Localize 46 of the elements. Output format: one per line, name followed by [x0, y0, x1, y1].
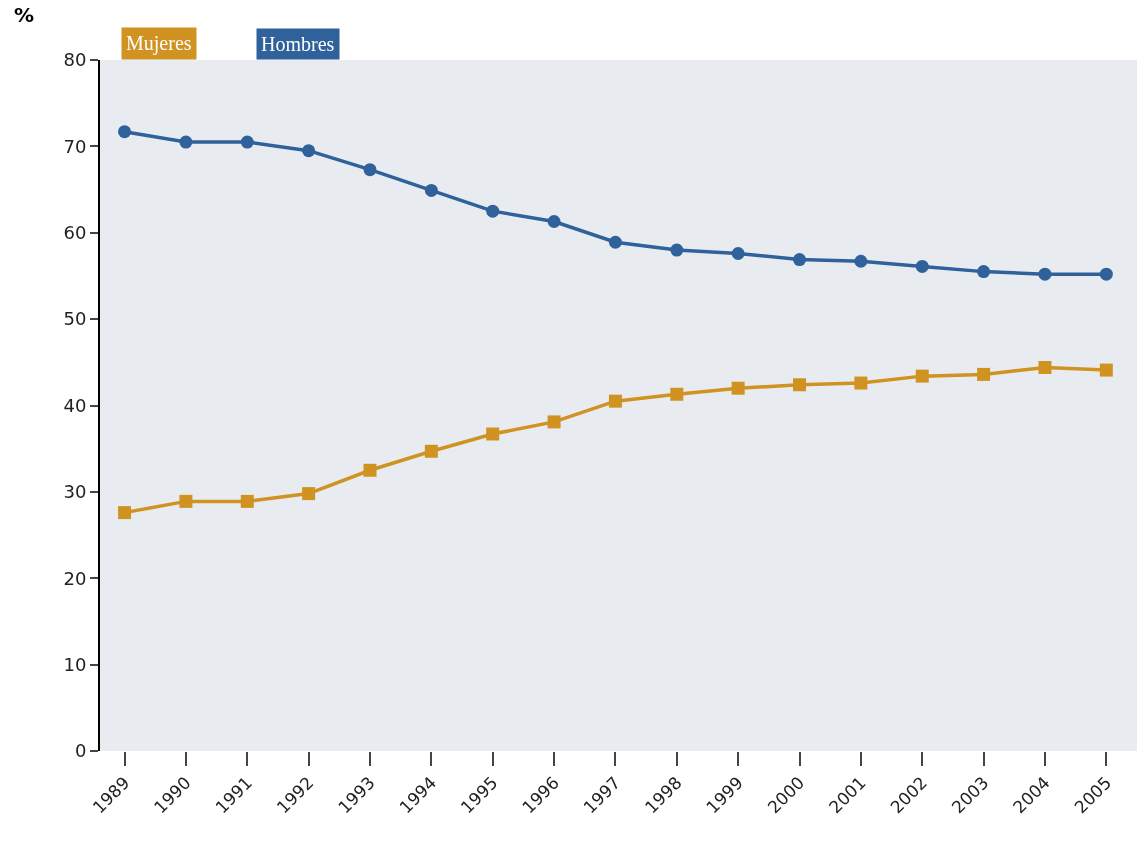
y-tick-label: 20: [63, 567, 87, 589]
y-axis-title: %: [14, 3, 35, 27]
point: [1099, 267, 1113, 281]
point: [424, 183, 438, 197]
point: [118, 125, 132, 139]
point: [731, 381, 745, 395]
point: [486, 204, 500, 218]
point: [547, 215, 561, 229]
point: [608, 235, 622, 249]
point: [854, 254, 868, 268]
point: [793, 253, 807, 267]
point: [977, 265, 991, 279]
point: [915, 259, 929, 273]
point: [731, 246, 745, 260]
point: [977, 367, 991, 381]
y-tick-label: 80: [63, 49, 87, 71]
text: Hombres: [261, 33, 335, 55]
y-tick-label: 30: [63, 481, 87, 503]
point: [424, 444, 438, 458]
point: [363, 163, 377, 177]
y-tick-label: 10: [63, 653, 87, 675]
y-tick-label: 70: [63, 135, 87, 157]
point: [793, 378, 807, 392]
y-tick-label: 40: [63, 394, 87, 416]
point: [486, 427, 500, 441]
point: [240, 135, 254, 149]
point: [302, 487, 316, 501]
point: [179, 494, 193, 508]
point: [915, 369, 929, 383]
point: [854, 376, 868, 390]
point: [1099, 363, 1113, 377]
point: [363, 463, 377, 477]
point: [1038, 267, 1052, 281]
text: Mujeres: [126, 32, 192, 55]
point: [547, 415, 561, 429]
y-tick-label: 0: [74, 740, 87, 762]
y-tick-label: 50: [63, 308, 87, 330]
point: [179, 135, 193, 149]
point: [608, 394, 622, 408]
point: [670, 243, 684, 257]
point: [1038, 361, 1052, 374]
y-tick-label: 60: [63, 222, 87, 244]
point: [302, 144, 316, 158]
point: [240, 494, 254, 508]
point: [118, 506, 132, 520]
point: [670, 387, 684, 401]
